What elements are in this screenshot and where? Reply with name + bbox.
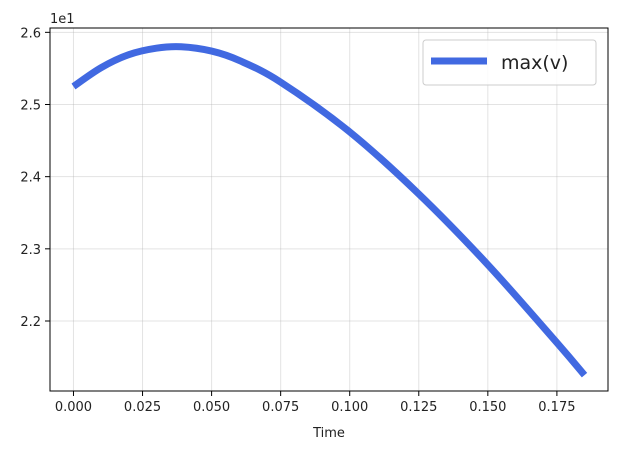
series-layer: [71, 43, 588, 378]
x-tick-label: 0.025: [124, 400, 161, 415]
y-tick-label: 2.3: [20, 243, 41, 258]
x-tick-label: 0.125: [400, 400, 437, 415]
y-axis-offset-label: 1e1: [50, 12, 75, 27]
legend: max(v): [422, 39, 597, 86]
x-tick-label: 0.150: [469, 400, 506, 415]
y-tick-label: 2.4: [20, 171, 41, 186]
x-tick-label: 0.075: [262, 400, 299, 415]
y-tick-label: 2.5: [20, 98, 41, 113]
x-tick-label: 0.100: [331, 400, 368, 415]
grid-lines: [50, 28, 608, 391]
series-line-0: [71, 43, 588, 378]
x-axis: 0.000 0.025 0.050 0.075 0.100 0.125 0.150 0.175: [55, 391, 576, 415]
x-tick-label: 0.050: [193, 400, 230, 415]
y-tick-label: 2.2: [20, 315, 41, 330]
y-tick-label: 2.6: [20, 26, 41, 41]
legend-label-max-v: max(v): [501, 52, 568, 74]
x-axis-title: Time: [312, 426, 345, 441]
y-axis: 2.2 2.3 2.4 2.5 2.6: [20, 26, 50, 330]
plot-area-frame: [49, 27, 609, 392]
legend-box: [422, 39, 597, 86]
x-tick-label: 0.175: [538, 400, 575, 415]
x-tick-label: 0.000: [55, 400, 92, 415]
